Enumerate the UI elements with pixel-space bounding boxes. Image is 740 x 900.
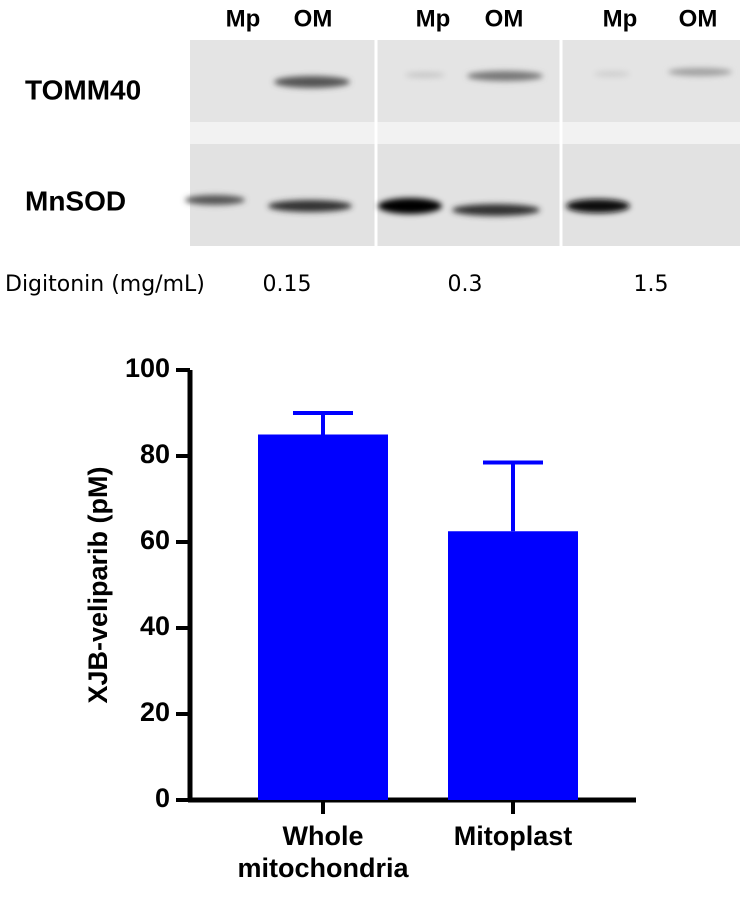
row-label: TOMM40 xyxy=(25,74,141,105)
band xyxy=(268,200,352,212)
band xyxy=(274,76,350,88)
blot-gap xyxy=(190,122,740,144)
band xyxy=(405,72,445,78)
y-tick-label: 60 xyxy=(140,525,170,555)
lane-label: Mp xyxy=(416,5,451,32)
band xyxy=(452,204,540,216)
y-tick-label: 20 xyxy=(140,697,170,727)
x-tick-label: Mitoplast xyxy=(453,821,573,851)
blot-panel xyxy=(190,144,740,246)
condition-value: 0.3 xyxy=(448,272,483,297)
condition-label: Digitonin (mg/mL) xyxy=(5,272,205,297)
band xyxy=(668,68,732,76)
band xyxy=(566,199,630,213)
bar xyxy=(258,434,388,800)
band xyxy=(378,198,442,214)
blot-panel xyxy=(190,40,740,122)
lane-label: OM xyxy=(294,5,333,32)
x-tick-label: Whole mitochondria xyxy=(237,821,409,883)
band xyxy=(185,195,245,205)
condition-value: 0.15 xyxy=(263,272,312,297)
y-axis-label: XJB-veliparib (pM) xyxy=(83,466,113,703)
y-tick-label: 40 xyxy=(140,611,170,641)
lane-label: Mp xyxy=(226,5,261,32)
y-tick-label: 100 xyxy=(125,353,170,383)
lane-label: OM xyxy=(485,5,524,32)
y-tick-label: 0 xyxy=(155,783,170,813)
lane-label: Mp xyxy=(603,5,638,32)
band xyxy=(594,71,630,77)
condition-value: 1.5 xyxy=(634,272,669,297)
lane-label: OM xyxy=(679,5,718,32)
row-label: MnSOD xyxy=(25,185,126,216)
bar xyxy=(448,531,578,800)
y-tick-label: 80 xyxy=(140,439,170,469)
band xyxy=(467,71,543,81)
